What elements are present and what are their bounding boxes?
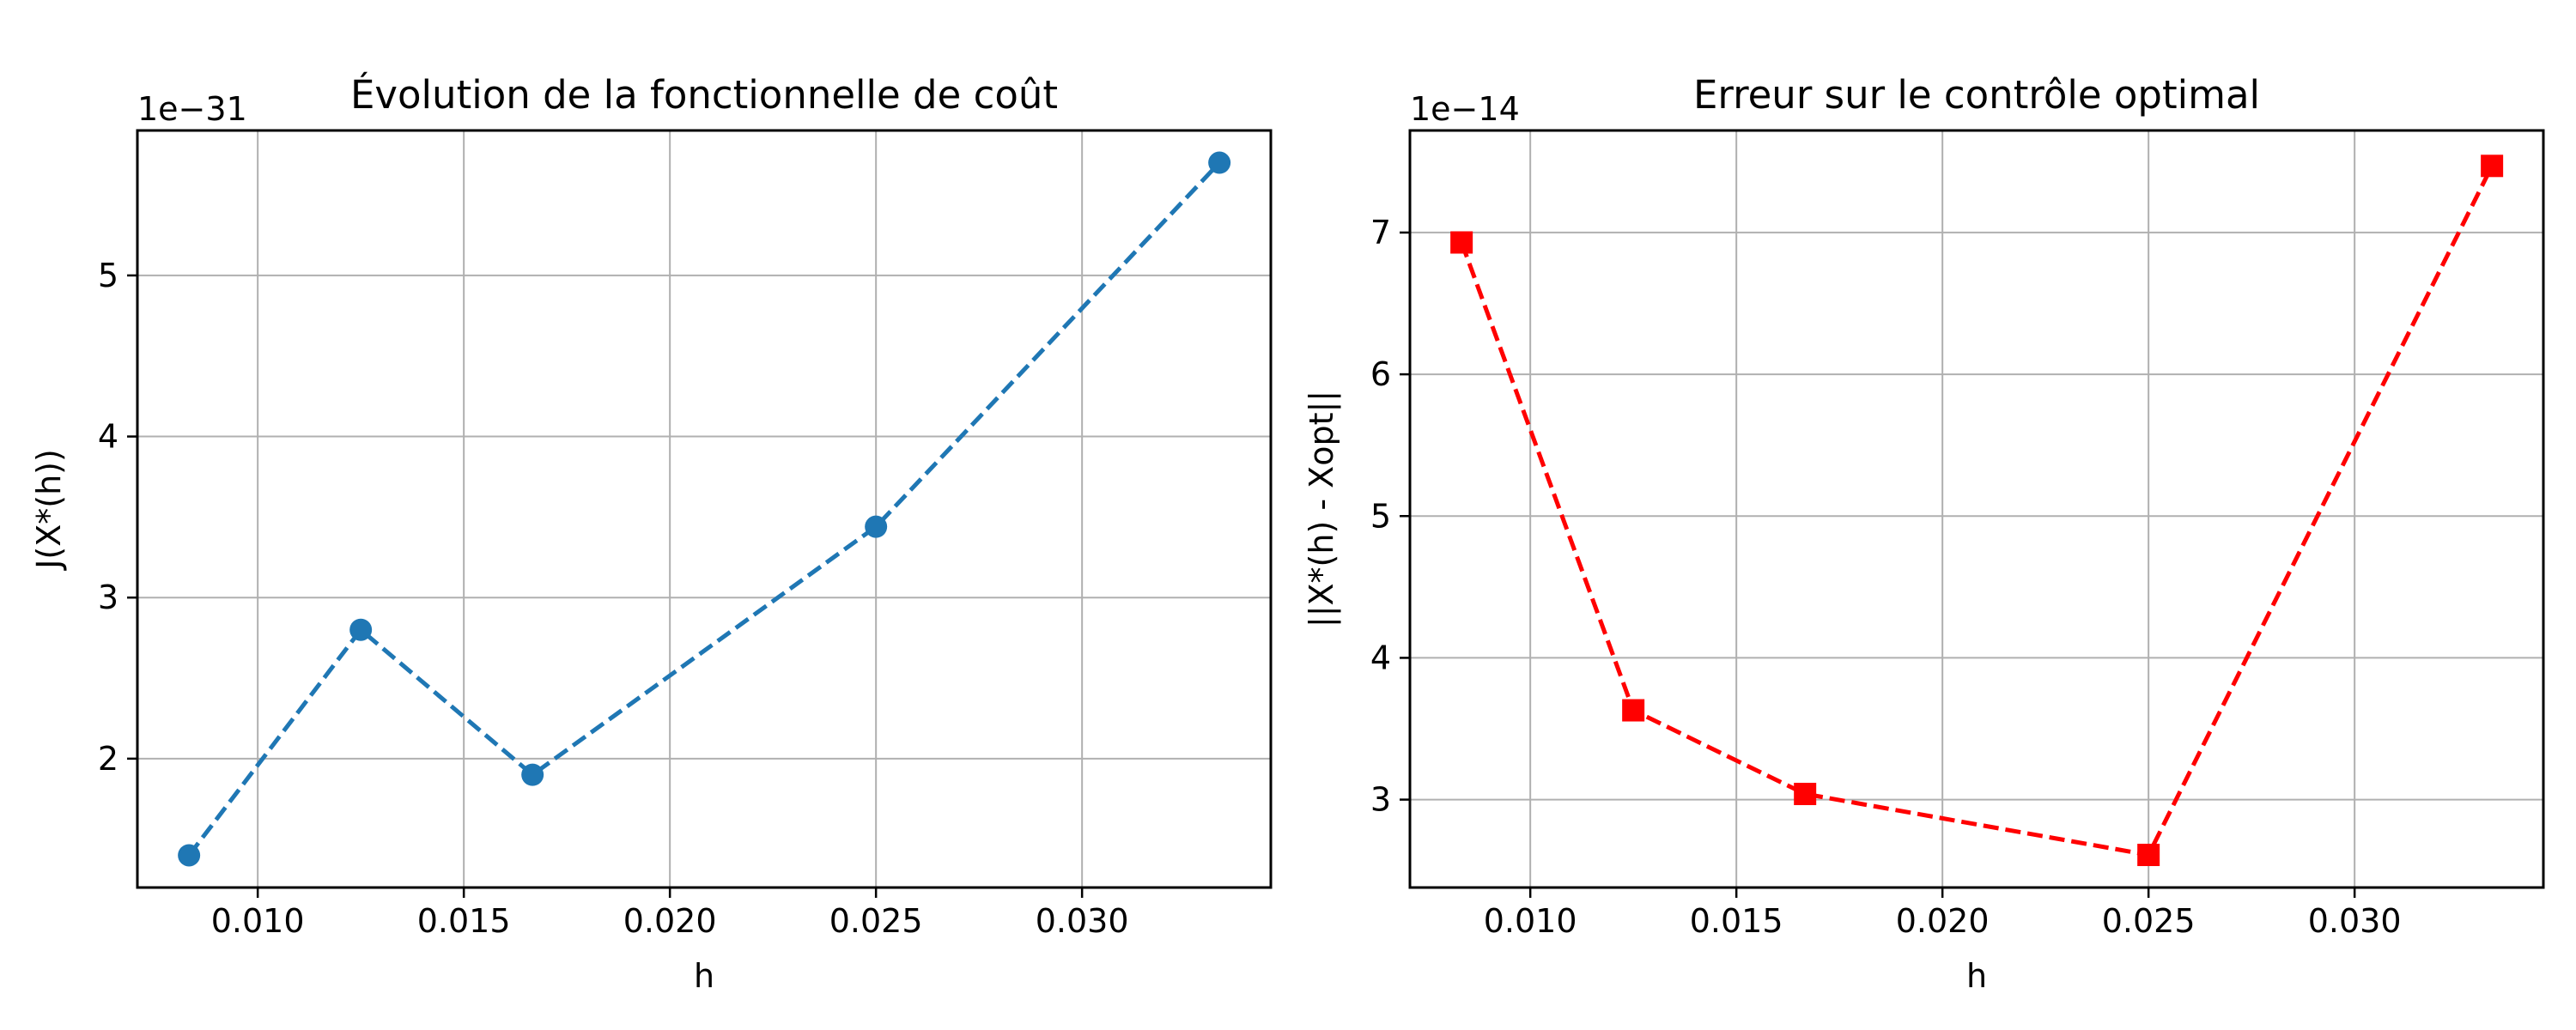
data-point — [349, 618, 373, 641]
cost-functional-chart: Évolution de la fonctionnelle de coût 1e… — [30, 72, 1273, 995]
y-tick-label: 4 — [98, 418, 118, 456]
y-tick-label: 4 — [1370, 639, 1391, 676]
data-point — [1622, 699, 1645, 722]
x-tick-label: 0.030 — [1036, 902, 1129, 940]
x-tick-label: 0.025 — [2102, 902, 2196, 940]
y-tick-label: 3 — [98, 579, 118, 616]
y-axis-label: J(X*(h)) — [30, 449, 68, 571]
plot-frame — [1408, 129, 2545, 889]
x-tick-label: 0.010 — [211, 902, 305, 940]
x-axis-label: h — [694, 957, 714, 995]
y-axis-label: ||X*(h) - Xopt|| — [1303, 391, 1341, 627]
data-point — [1794, 782, 1817, 805]
chart-title: Erreur sur le contrôle optimal — [1693, 72, 2260, 118]
data-point — [1450, 231, 1473, 254]
data-point — [1208, 151, 1231, 174]
x-tick-label: 0.030 — [2308, 902, 2402, 940]
chart-title: Évolution de la fonctionnelle de coût — [350, 72, 1058, 118]
y-tick-label: 7 — [1370, 214, 1391, 251]
x-axis-label: h — [1966, 957, 1987, 995]
y-tick-label: 6 — [1370, 355, 1391, 393]
y-offset-label: 1e−14 — [1410, 90, 1520, 128]
x-tick-label: 0.020 — [1896, 902, 1990, 940]
data-point — [521, 763, 544, 786]
data-point — [178, 844, 201, 867]
data-point — [2481, 154, 2504, 178]
y-tick-label: 5 — [98, 257, 118, 294]
grid — [1410, 130, 2543, 888]
x-tick-label: 0.010 — [1484, 902, 1577, 940]
series-line — [187, 161, 1221, 857]
x-tick-label: 0.025 — [829, 902, 923, 940]
y-tick-label: 5 — [1370, 497, 1391, 535]
y-offset-label: 1e−31 — [137, 90, 247, 128]
optimal-control-error-chart: Erreur sur le contrôle optimal 1e−14 h |… — [1303, 72, 2545, 995]
data-point — [865, 515, 888, 538]
data-point — [2137, 844, 2160, 867]
x-tick-label: 0.015 — [1690, 902, 1783, 940]
x-tick-label: 0.015 — [417, 902, 511, 940]
grid — [137, 130, 1271, 888]
plot-frame — [136, 129, 1273, 889]
y-tick-label: 3 — [1370, 781, 1391, 819]
y-tick-label: 2 — [98, 740, 118, 778]
series-line — [1459, 165, 2494, 857]
x-tick-label: 0.020 — [623, 902, 717, 940]
